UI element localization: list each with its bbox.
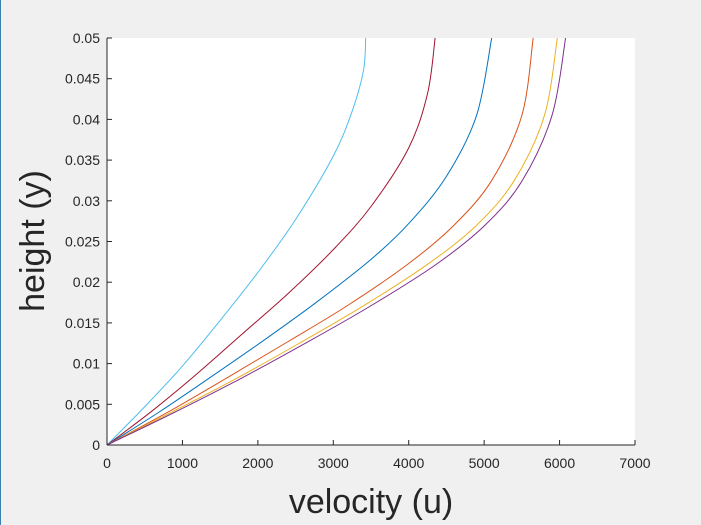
x-tick-label: 3000	[318, 455, 349, 471]
y-tick-label: 0.05	[73, 30, 100, 46]
y-tick-label: 0.015	[65, 315, 100, 331]
y-tick-label: 0.025	[65, 234, 100, 250]
y-tick-label: 0.01	[73, 356, 100, 372]
y-tick-label: 0.02	[73, 274, 100, 290]
x-axis-label: velocity (u)	[289, 483, 453, 521]
series-line-3	[106, 37, 493, 446]
y-axis-label: height (y)	[14, 170, 52, 312]
x-tick-label: 2000	[242, 455, 273, 471]
y-ticks: 0 0.005 0.01 0.015 0.02 0.025 0.03 0.035 0.04 0.0…	[65, 30, 112, 453]
series-line-4	[106, 37, 534, 446]
x-tick-label: 1000	[167, 455, 198, 471]
series-line-2	[106, 37, 436, 446]
y-tick-label: 0.045	[65, 71, 100, 87]
x-tick-label: 0	[103, 455, 111, 471]
x-tick-label: 5000	[469, 455, 500, 471]
y-tick-label: 0.03	[73, 193, 100, 209]
x-tick-label: 7000	[619, 455, 650, 471]
x-tick-label: 4000	[393, 455, 424, 471]
series-line-1	[106, 37, 367, 446]
y-tick-label: 0.005	[65, 396, 100, 412]
y-tick-label: 0.035	[65, 152, 100, 168]
series-line-5	[106, 37, 558, 446]
x-ticks: 0 1000 2000 3000 4000 5000 6000 7000	[103, 440, 651, 471]
series-line-6	[106, 37, 567, 446]
x-tick-label: 6000	[544, 455, 575, 471]
series-lines	[106, 37, 567, 446]
y-tick-label: 0	[92, 437, 100, 453]
y-tick-label: 0.04	[73, 111, 100, 127]
